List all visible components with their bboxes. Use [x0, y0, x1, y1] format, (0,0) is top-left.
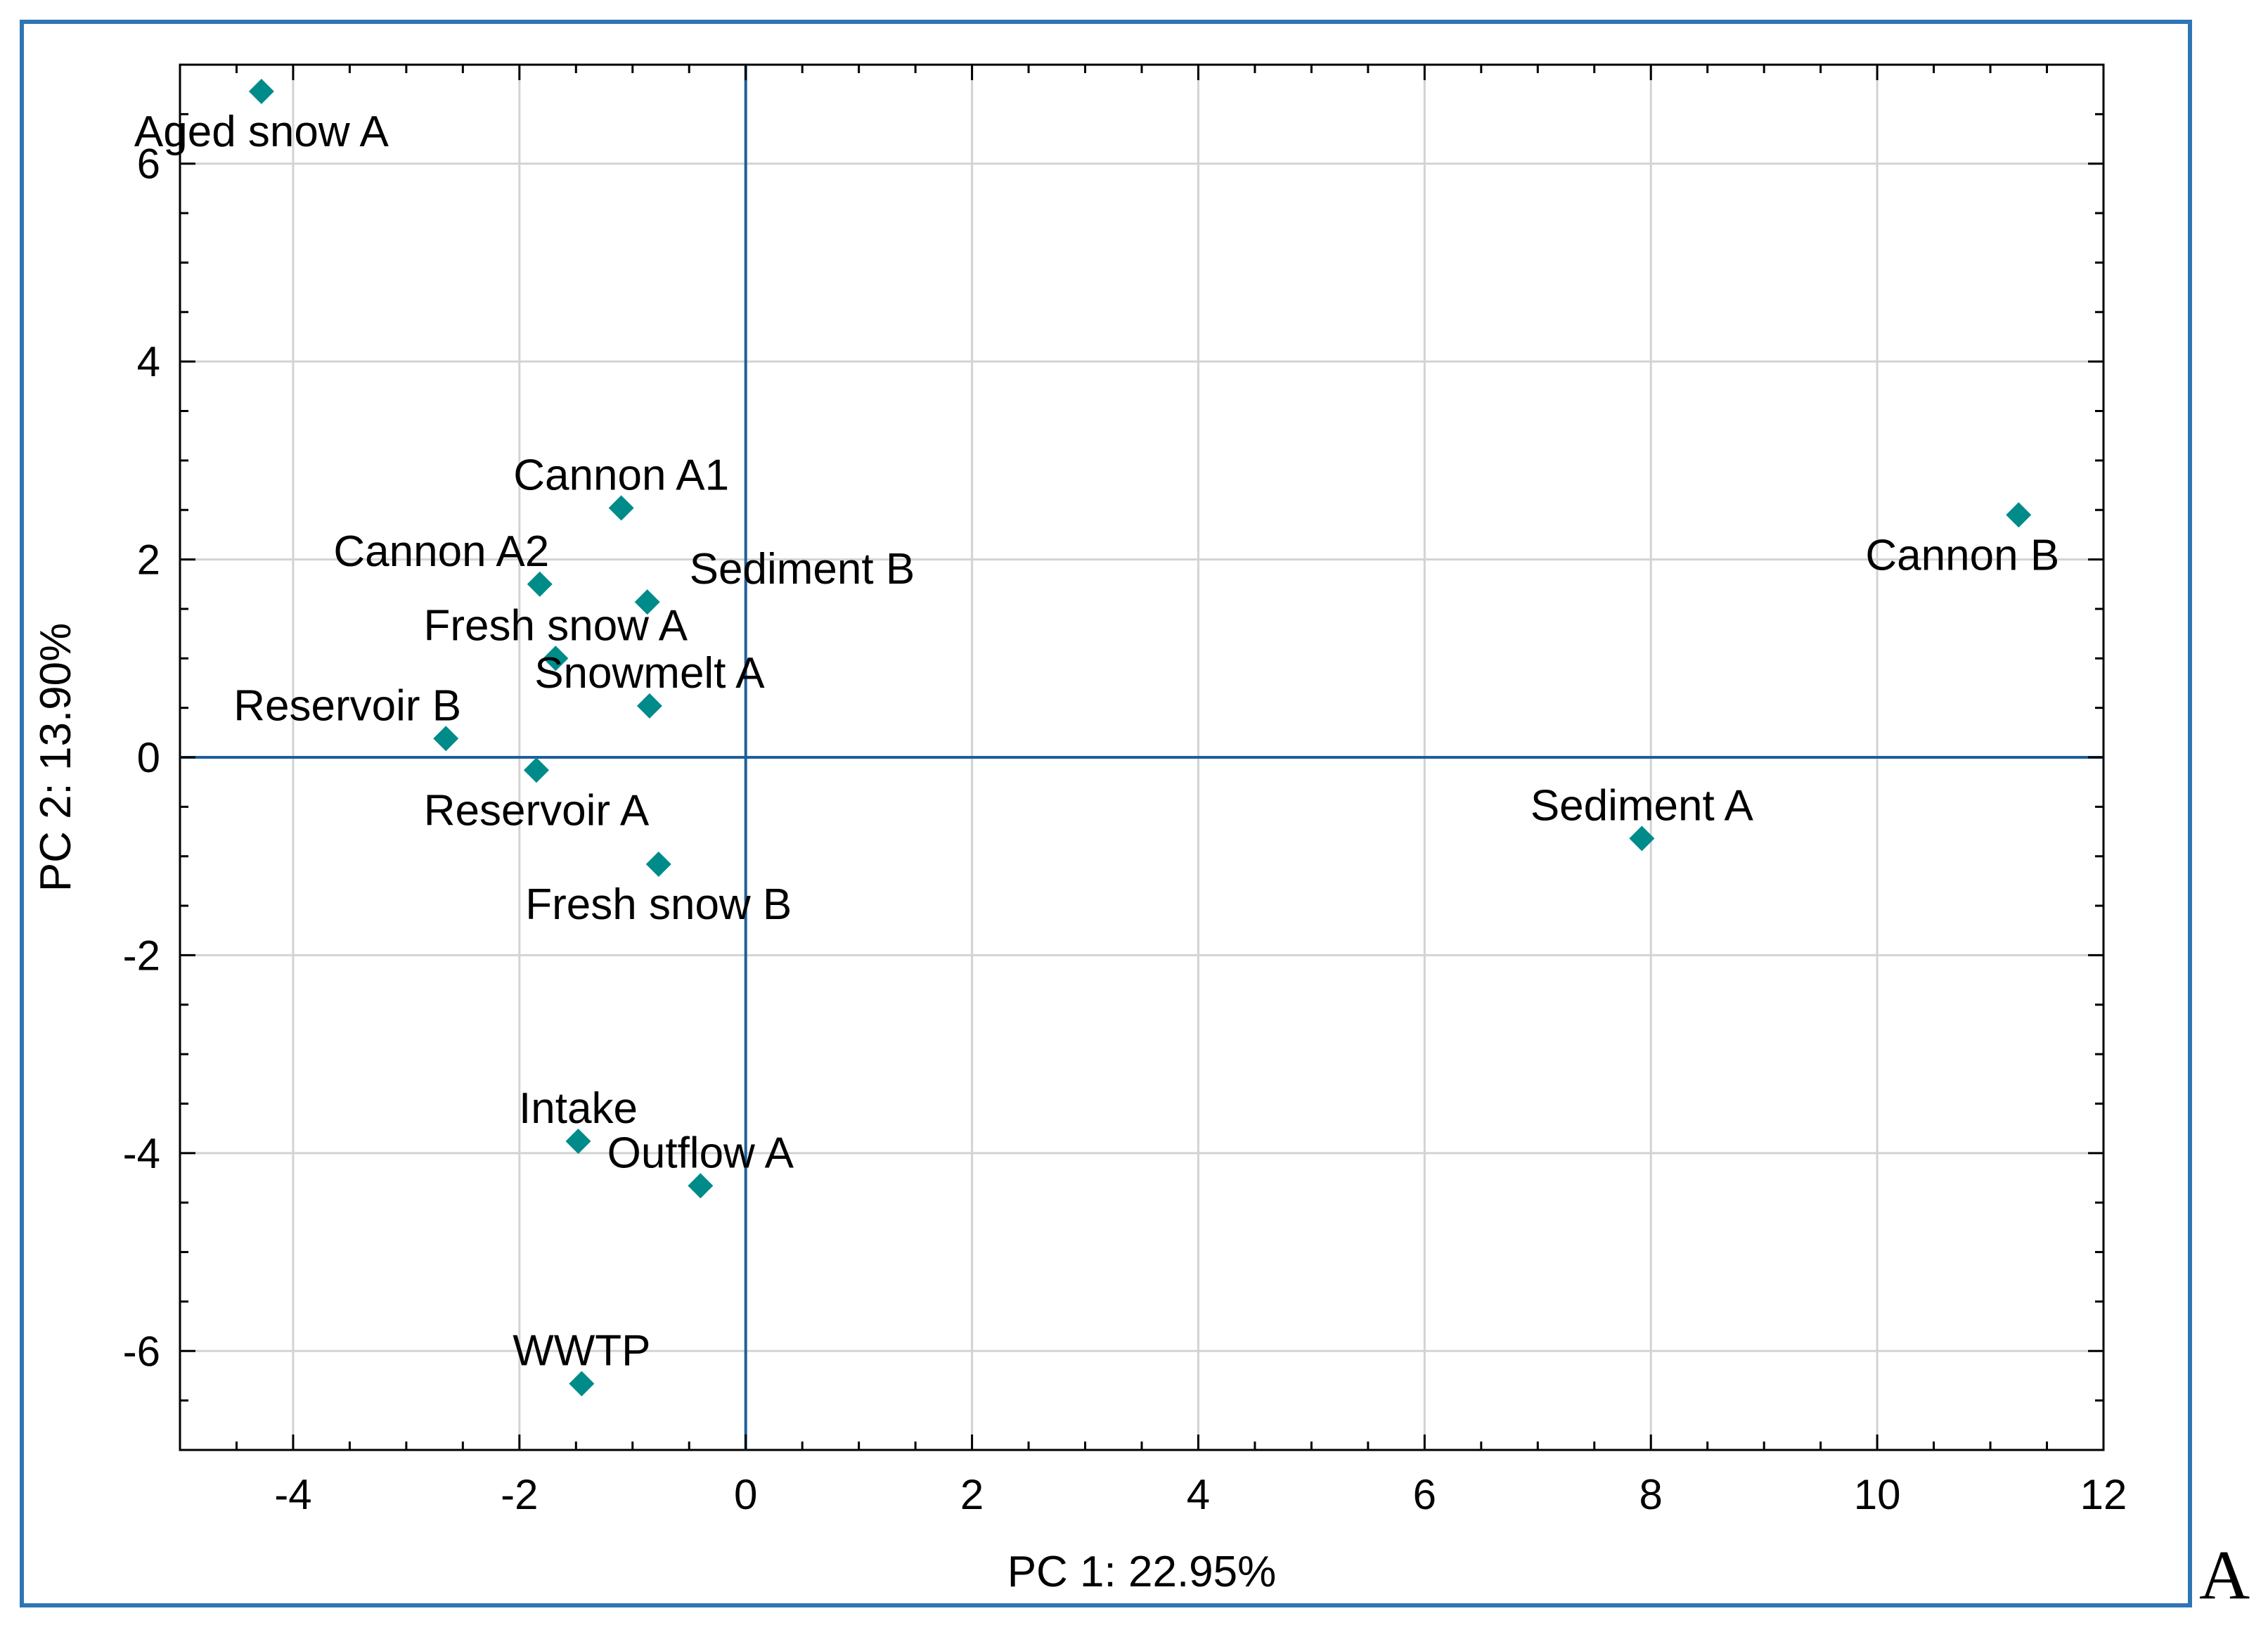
zero-lines [180, 65, 2103, 1450]
y-tick-label: 4 [137, 338, 160, 385]
data-point-marker [645, 851, 671, 877]
data-point-marker [636, 693, 662, 719]
data-point-marker [248, 78, 274, 104]
panel-letter: A [2199, 1536, 2250, 1614]
data-point-marker [523, 757, 549, 783]
y-tick-label: -4 [123, 1130, 160, 1177]
data-point-marker [565, 1128, 591, 1154]
data-point-label: Sediment B [690, 545, 915, 593]
data-point-label: Aged snow A [134, 108, 389, 156]
data-point-marker [433, 726, 459, 752]
x-tick-label: 6 [1413, 1471, 1436, 1518]
data-point-label: Cannon B [1865, 531, 2059, 579]
data-point-marker [608, 495, 634, 521]
data-point-marker [569, 1370, 595, 1397]
x-tick-label: -4 [274, 1471, 311, 1518]
data-point-label: Intake [519, 1084, 638, 1133]
x-tick-label: 2 [960, 1471, 984, 1518]
figure-frame [20, 20, 2192, 1607]
data-point-marker [543, 646, 569, 672]
data-point-marker [1629, 826, 1655, 852]
x-tick-label: -2 [501, 1471, 538, 1518]
data-point-marker [2006, 502, 2032, 528]
y-tick-label: -6 [123, 1328, 160, 1375]
y-axis-title: PC 2: 13.90% [32, 623, 80, 892]
data-point-marker [527, 571, 553, 597]
data-point-label: Fresh snow A [424, 601, 688, 650]
y-tick-label: -2 [123, 932, 160, 979]
data-point-label: Reservoir B [233, 681, 461, 730]
data-point-label: Cannon A1 [513, 451, 729, 499]
x-tick-label: 10 [1854, 1471, 1901, 1518]
y-tick-label: 6 [137, 141, 160, 188]
data-point-label: Snowmelt A [534, 649, 765, 698]
data-point-label: Reservoir A [424, 786, 650, 835]
data-point-label: Cannon A2 [333, 527, 549, 576]
x-tick-label: 0 [734, 1471, 757, 1518]
data-point-label: Sediment A [1531, 781, 1754, 830]
y-tick-label: 2 [137, 537, 160, 584]
axis-ticks: -4 -2 0 2 4 6 8 10 12 -6 -4 -2 0 2 4 6 [123, 63, 2127, 1518]
y-tick-label: 0 [137, 734, 160, 781]
x-tick-label: 4 [1187, 1471, 1210, 1518]
x-tick-label: 8 [1639, 1471, 1663, 1518]
x-tick-label: 12 [2080, 1471, 2127, 1518]
data-point-label: Outflow A [607, 1129, 794, 1177]
data-point-marker [688, 1173, 714, 1199]
data-point-label: Fresh snow B [525, 880, 792, 929]
data-point-marker [634, 589, 660, 615]
data-point-label: WWTP [513, 1327, 650, 1375]
x-axis-title: PC 1: 22.95% [1007, 1548, 1277, 1596]
